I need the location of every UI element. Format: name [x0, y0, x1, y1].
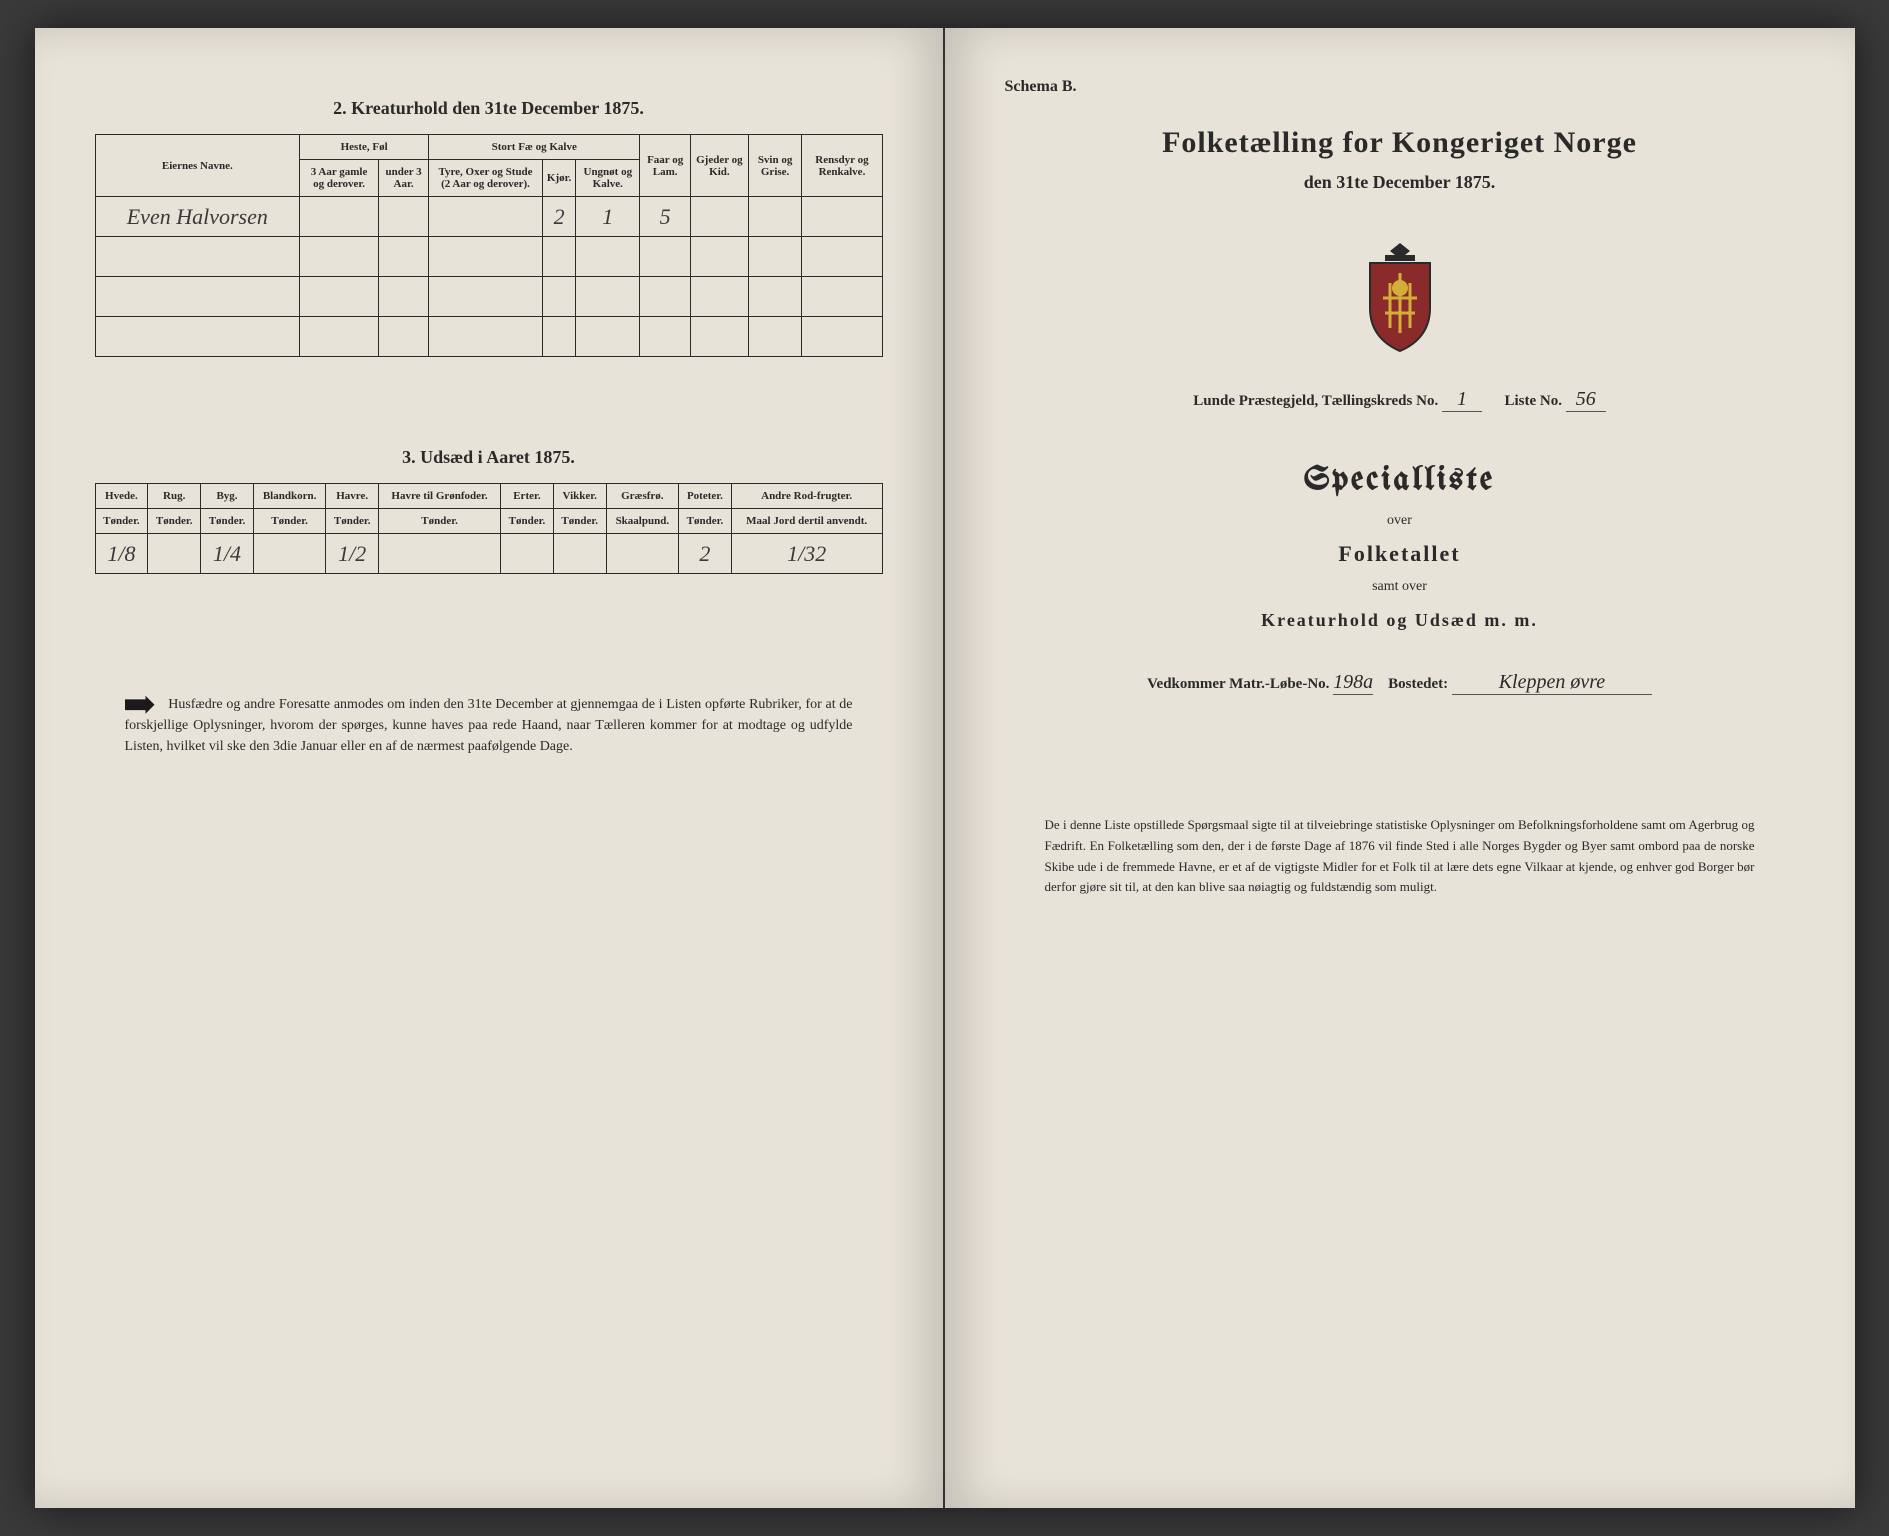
section2-title: 2. Kreaturhold den 31te December 1875.: [95, 98, 883, 119]
seed-table: Hvede. Rug. Byg. Blandkorn. Havre. Havre…: [95, 483, 883, 574]
right-page: Schema B. Folketælling for Kongeriget No…: [945, 28, 1855, 1508]
unit: Tønder.: [553, 509, 606, 534]
cell: [606, 534, 678, 574]
kreatur-title: Kreaturhold og Udsæd m. m.: [1005, 610, 1795, 631]
cell: [690, 197, 748, 237]
pointer-icon: [125, 696, 155, 714]
unit: Tønder.: [379, 509, 501, 534]
unit: Tønder.: [201, 509, 254, 534]
specialliste-title: Specialliste: [1005, 462, 1795, 498]
col-wheat: Hvede.: [95, 484, 148, 509]
col-pigs: Svin og Grise.: [748, 135, 802, 197]
col-cattle-young: Ungnøt og Kalve.: [576, 160, 640, 197]
table-row: 1/8 1/4 1/2 2 1/32: [95, 534, 882, 574]
meta-prefix: Lunde Præstegjeld, Tællingskreds No.: [1193, 393, 1438, 409]
cell: [501, 534, 554, 574]
samt-over-label: samt over: [1005, 579, 1795, 595]
cell: 2: [679, 534, 732, 574]
col-oats: Havre.: [326, 484, 379, 509]
parish-line: Lunde Præstegjeld, Tællingskreds No. 1 L…: [1005, 388, 1795, 412]
col-owner: Eiernes Navne.: [95, 135, 300, 197]
col-potato: Poteter.: [679, 484, 732, 509]
cell: 1/8: [95, 534, 148, 574]
cell: 1/4: [201, 534, 254, 574]
table-row: [95, 237, 882, 277]
unit: Maal Jord dertil anvendt.: [731, 509, 882, 534]
table-row: [95, 317, 882, 357]
liste-label: Liste No.: [1504, 393, 1562, 409]
cell: 1/32: [731, 534, 882, 574]
cell: [300, 197, 379, 237]
coat-of-arms-icon: [1355, 243, 1445, 353]
cell: [379, 197, 429, 237]
col-cattle-bulls: Tyre, Oxer og Stude (2 Aar og derover).: [429, 160, 543, 197]
vedkommer-line: Vedkommer Matr.-Løbe-No. 198a Bostedet: …: [1005, 671, 1795, 695]
col-goats: Gjeder og Kid.: [690, 135, 748, 197]
unit: Skaalpund.: [606, 509, 678, 534]
cell: [429, 197, 543, 237]
section3-title: 3. Udsæd i Aaret 1875.: [95, 447, 883, 468]
table-row: [95, 277, 882, 317]
cell: [748, 197, 802, 237]
cell: [253, 534, 325, 574]
unit: Tønder.: [501, 509, 554, 534]
owner-name: Even Halvorsen: [95, 197, 300, 237]
liste-number: 56: [1566, 388, 1606, 412]
table-row: Even Halvorsen 2 1 5: [95, 197, 882, 237]
cell: [148, 534, 201, 574]
left-page: 2. Kreaturhold den 31te December 1875. E…: [35, 28, 945, 1508]
livestock-table: Eiernes Navne. Heste, Føl Stort Fæ og Ka…: [95, 134, 883, 357]
col-cattle-cows: Kjør.: [542, 160, 575, 197]
col-vetch: Vikker.: [553, 484, 606, 509]
bostedet-value: Kleppen øvre: [1452, 671, 1652, 695]
col-horses: Heste, Føl: [300, 135, 429, 160]
cell: [379, 534, 501, 574]
left-footnote: Husfædre og andre Foresatte anmodes om i…: [95, 694, 883, 757]
unit: Tønder.: [148, 509, 201, 534]
col-reindeer: Rensdyr og Renkalve.: [802, 135, 882, 197]
matr-number: 198a: [1333, 671, 1373, 695]
schema-label: Schema B.: [1005, 78, 1795, 96]
vedkommer-label: Vedkommer Matr.-Løbe-No.: [1147, 676, 1329, 692]
unit: Tønder.: [253, 509, 325, 534]
over-label: over: [1005, 513, 1795, 529]
col-oats-green: Havre til Grønfoder.: [379, 484, 501, 509]
col-sheep: Faar og Lam.: [640, 135, 691, 197]
subtitle-date: den 31te December 1875.: [1005, 172, 1795, 193]
unit: Tønder.: [326, 509, 379, 534]
col-horses-old: 3 Aar gamle og derover.: [300, 160, 379, 197]
col-barley: Byg.: [201, 484, 254, 509]
cell: 1: [576, 197, 640, 237]
main-title: Folketælling for Kongeriget Norge: [1005, 126, 1795, 160]
unit: Tønder.: [95, 509, 148, 534]
col-rye: Rug.: [148, 484, 201, 509]
footnote-text: Husfædre og andre Foresatte anmodes om i…: [125, 697, 853, 754]
unit: Tønder.: [679, 509, 732, 534]
col-mixed: Blandkorn.: [253, 484, 325, 509]
cell: 2: [542, 197, 575, 237]
bostedet-label: Bostedet:: [1388, 676, 1448, 692]
col-grass: Græsfrø.: [606, 484, 678, 509]
cell: [553, 534, 606, 574]
cell: [802, 197, 882, 237]
kreds-number: 1: [1442, 388, 1482, 412]
col-roots: Andre Rod-frugter.: [731, 484, 882, 509]
right-footnote: De i denne Liste opstillede Spørgsmaal s…: [1005, 815, 1795, 898]
col-cattle: Stort Fæ og Kalve: [429, 135, 640, 160]
cell: 1/2: [326, 534, 379, 574]
cell: 5: [640, 197, 691, 237]
col-peas: Erter.: [501, 484, 554, 509]
col-horses-young: under 3 Aar.: [379, 160, 429, 197]
folketallet-title: Folketallet: [1005, 541, 1795, 567]
